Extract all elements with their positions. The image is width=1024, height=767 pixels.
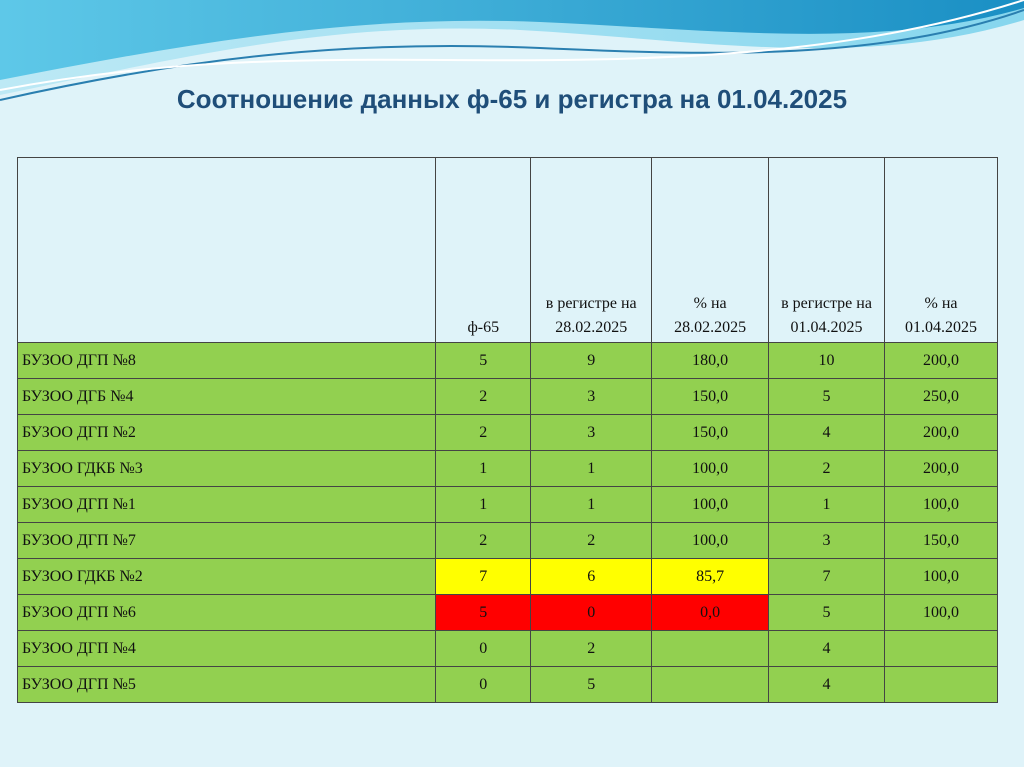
cell: 3 [768,522,885,559]
cell: 5 [530,666,653,703]
table-row: БУЗОО ДГП №1 1 1 100,0 1 100,0 [16,486,998,523]
cell: 0 [435,630,532,667]
table-row: БУЗОО ДГБ №4 2 3 150,0 5 250,0 [16,378,998,415]
row-label: БУЗОО ГДКБ №3 [16,450,437,487]
cell: 150,0 [884,522,998,559]
cell: 0,0 [651,594,770,631]
cell: 2 [435,378,532,415]
cell: 150,0 [651,378,770,415]
table-row: БУЗОО ДГП №6 5 0 0,0 5 100,0 [16,594,998,631]
cell: 0 [530,594,653,631]
cell: 100,0 [651,522,770,559]
cell: 2 [530,522,653,559]
cell: 100,0 [651,486,770,523]
cell: 250,0 [884,378,998,415]
cell: 200,0 [884,450,998,487]
table-row: БУЗОО ДГП №8 5 9 180,0 10 200,0 [16,342,998,379]
cell: 1 [530,450,653,487]
cell [651,630,770,667]
decoration [0,0,1024,101]
cell: 5 [435,594,532,631]
cell: 5 [768,378,885,415]
table-row: БУЗОО ДГП №5 0 5 4 [16,666,998,703]
cell: 180,0 [651,342,770,379]
column-header [16,157,437,343]
column-header: в регистре на 28.02.2025 [530,157,653,343]
row-label: БУЗОО ДГП №8 [16,342,437,379]
column-header: ф-65 [435,157,532,343]
cell: 6 [530,558,653,595]
cell: 100,0 [884,558,998,595]
cell: 1 [530,486,653,523]
cell [884,666,998,703]
column-header: % на 28.02.2025 [651,157,770,343]
header-row: ф-65 в регистре на 28.02.2025% на 28.02.2… [16,157,998,343]
cell: 2 [530,630,653,667]
data-table: ф-65 в регистре на 28.02.2025% на 28.02.2… [16,157,998,703]
title: Соотношение данных ф-65 и регистра на 01… [176,84,848,114]
cell: 100,0 [651,450,770,487]
cell: 85,7 [651,558,770,595]
table-row: БУЗОО ГДКБ №3 1 1 100,0 2 200,0 [16,450,998,487]
cell: 1 [768,486,885,523]
row-label: БУЗОО ГДКБ №2 [16,558,437,595]
row-label: БУЗОО ДГП №7 [16,522,437,559]
table-row: БУЗОО ДГП №4 0 2 4 [16,630,998,667]
cell: 3 [530,378,653,415]
cell: 200,0 [884,414,998,451]
column-header: % на 01.04.2025 [884,157,998,343]
cell: 7 [768,558,885,595]
row-label: БУЗОО ДГП №4 [16,630,437,667]
cell: 2 [435,414,532,451]
cell: 200,0 [884,342,998,379]
row-label: БУЗОО ДГП №2 [16,414,437,451]
row-label: БУЗОО ДГП №1 [16,486,437,523]
cell: 150,0 [651,414,770,451]
cell [651,666,770,703]
table-row: БУЗОО ДГП №2 2 3 150,0 4 200,0 [16,414,998,451]
row-label: БУЗОО ДГБ №4 [16,378,437,415]
cell: 9 [530,342,653,379]
table-row: БУЗОО ДГП №7 2 2 100,0 3 150,0 [16,522,998,559]
cell [884,630,998,667]
cell: 4 [768,666,885,703]
cell: 100,0 [884,594,998,631]
cell: 5 [768,594,885,631]
cell: 1 [435,450,532,487]
cell: 100,0 [884,486,998,523]
cell: 2 [768,450,885,487]
cell: 4 [768,630,885,667]
cell: 5 [435,342,532,379]
column-header: в регистре на 01.04.2025 [768,157,885,343]
cell: 2 [435,522,532,559]
table-row: БУЗОО ГДКБ №2 7 6 85,7 7 100,0 [16,558,998,595]
cell: 0 [435,666,532,703]
cell: 10 [768,342,885,379]
cell: 7 [435,558,532,595]
row-label: БУЗОО ДГП №6 [16,594,437,631]
row-label: БУЗОО ДГП №5 [16,666,437,703]
cell: 3 [530,414,653,451]
cell: 4 [768,414,885,451]
cell: 1 [435,486,532,523]
